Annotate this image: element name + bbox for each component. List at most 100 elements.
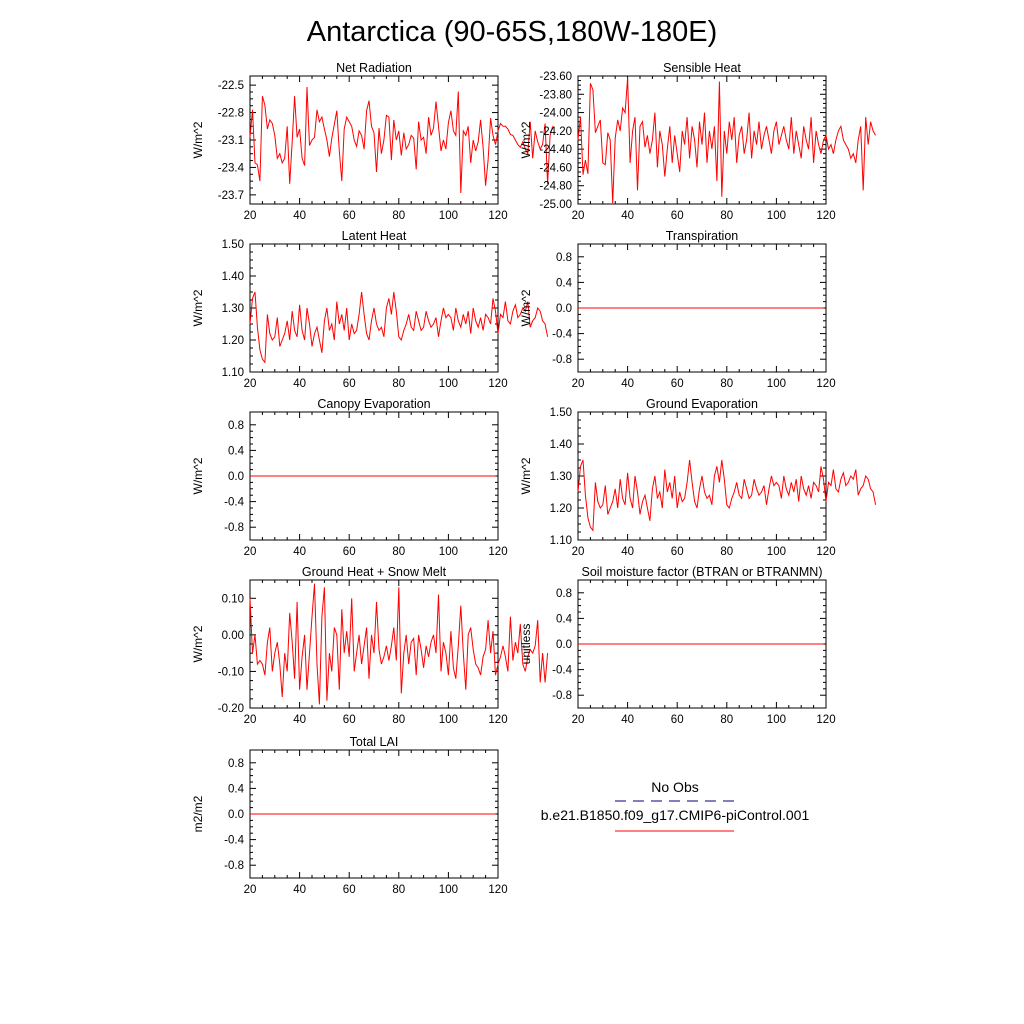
x-tick-label: 100: [439, 210, 458, 222]
x-tick-label: 100: [439, 714, 458, 726]
y-axis-label: W/m^2: [519, 457, 533, 494]
panel-title: Transpiration: [666, 229, 739, 243]
x-tick-label: 60: [343, 714, 356, 726]
x-tick-label: 80: [392, 714, 405, 726]
y-axis-label: W/m^2: [519, 121, 533, 158]
x-tick-label: 40: [293, 378, 306, 390]
x-tick-label: 40: [293, 210, 306, 222]
x-tick-label: 80: [720, 546, 733, 558]
panel-ground-heat-snow-melt: Ground Heat + Snow Melt 20 40 60 80 100 120 0.1…: [191, 565, 549, 726]
x-tick-label: 40: [293, 714, 306, 726]
y-tick-label: 0.10: [222, 593, 244, 605]
y-tick-label: -0.8: [224, 860, 244, 872]
x-tick-label: 20: [572, 546, 585, 558]
y-tick-label: -24.20: [539, 126, 572, 138]
y-tick-label: -0.10: [218, 666, 244, 678]
series-line: [577, 77, 877, 204]
y-tick-label: -22.8: [218, 108, 244, 120]
y-tick-label: -23.80: [539, 89, 572, 101]
y-axis-label: W/m^2: [191, 625, 205, 662]
panel-latent-heat: Latent Heat 20 40 60 80 100 120 1.10 1.20 1.30 1.4…: [191, 229, 549, 390]
x-tick-label: 60: [671, 714, 684, 726]
x-tick-label: 120: [816, 378, 835, 390]
y-tick-label: -0.8: [552, 690, 572, 702]
x-tick-label: 100: [767, 378, 786, 390]
panel-title: Latent Heat: [342, 229, 407, 243]
series-line: [249, 86, 554, 194]
x-tick-label: 60: [671, 210, 684, 222]
y-tick-label: 0.8: [556, 252, 572, 264]
x-tick-label: 60: [671, 546, 684, 558]
y-tick-label: -0.20: [218, 703, 244, 715]
y-tick-label: 0.8: [556, 588, 572, 600]
x-tick-label: 120: [816, 546, 835, 558]
y-tick-label: 0.4: [556, 613, 573, 625]
panel-title: Sensible Heat: [663, 61, 741, 75]
x-tick-label: 100: [767, 546, 786, 558]
legend: No Obs b.e21.B1850.f09_g17.CMIP6-piContr…: [541, 779, 809, 832]
x-tick-label: 20: [572, 210, 585, 222]
x-tick-label: 100: [767, 210, 786, 222]
y-tick-label: 1.10: [222, 367, 244, 379]
panel-transpiration: Transpiration 20 40 60 80 100 120 0.8 0.4 0.0 -0.4…: [519, 229, 836, 390]
y-tick-label: -0.8: [552, 354, 572, 366]
x-tick-label: 80: [720, 714, 733, 726]
y-tick-label: 0.8: [228, 420, 244, 432]
panel-net-radiation: Net Radiation 20 40 60 80 100 120 -22.5 -22.8 -23…: [191, 61, 554, 222]
y-axis-label: m2/m2: [191, 795, 205, 832]
y-tick-label: -0.4: [552, 329, 572, 341]
y-tick-label: 0.4: [556, 277, 573, 289]
panel-canopy-evaporation: Canopy Evaporation 20 40 60 80 100 120 0.8 0.4 0.…: [191, 397, 508, 558]
x-tick-label: 120: [488, 714, 507, 726]
y-tick-label: -0.4: [552, 665, 572, 677]
x-tick-label: 60: [343, 546, 356, 558]
y-tick-label: -22.5: [218, 80, 244, 92]
x-tick-label: 100: [439, 546, 458, 558]
x-tick-label: 40: [621, 378, 634, 390]
y-tick-label: -23.1: [218, 135, 244, 147]
x-tick-label: 120: [488, 378, 507, 390]
y-tick-label: 0.00: [222, 630, 244, 642]
x-tick-label: 20: [572, 714, 585, 726]
panel-total-lai: Total LAI 20 40 60 80 100 120 0.8 0.4 0.0 -0.4 -0.8…: [191, 735, 508, 896]
x-tick-label: 80: [392, 546, 405, 558]
y-tick-label: 1.40: [222, 271, 244, 283]
x-tick-label: 40: [293, 884, 306, 896]
y-tick-label: -24.80: [539, 181, 572, 193]
y-tick-label: 0.0: [556, 639, 572, 651]
series-line: [249, 583, 549, 705]
y-tick-label: 0.4: [228, 445, 245, 457]
x-tick-label: 20: [244, 378, 257, 390]
panel-title: Soil moisture factor (BTRAN or BTRANMN): [581, 565, 822, 579]
x-tick-label: 100: [439, 884, 458, 896]
x-tick-label: 60: [343, 378, 356, 390]
y-tick-label: 1.30: [550, 471, 572, 483]
x-tick-label: 40: [293, 546, 306, 558]
x-tick-label: 120: [816, 714, 835, 726]
x-tick-label: 60: [671, 378, 684, 390]
y-tick-label: -0.4: [224, 497, 244, 509]
y-tick-label: 1.50: [222, 239, 244, 251]
y-tick-label: -0.4: [224, 835, 244, 847]
panel-title: Net Radiation: [336, 61, 412, 75]
y-tick-label: 1.30: [222, 303, 244, 315]
x-tick-label: 20: [244, 884, 257, 896]
x-tick-label: 20: [244, 210, 257, 222]
panel-title: Canopy Evaporation: [317, 397, 430, 411]
x-tick-label: 120: [488, 884, 507, 896]
x-tick-label: 100: [767, 714, 786, 726]
x-tick-label: 120: [488, 210, 507, 222]
x-tick-label: 80: [392, 210, 405, 222]
panel-sensible-heat: Sensible Heat 20 40 60 80 100 120 -23.60 -23.80 -…: [519, 61, 877, 222]
panels: Net Radiation 20 40 60 80 100 120 -22.5 -22.8 -23…: [191, 61, 877, 896]
x-tick-label: 60: [343, 210, 356, 222]
x-tick-label: 20: [244, 714, 257, 726]
y-tick-label: -23.4: [218, 162, 245, 174]
figure-title: Antarctica (90-65S,180W-180E): [307, 16, 718, 48]
x-tick-label: 80: [392, 378, 405, 390]
y-tick-label: 0.4: [228, 783, 245, 795]
y-tick-label: 1.20: [222, 335, 244, 347]
x-tick-label: 80: [720, 378, 733, 390]
panel-title: Total LAI: [350, 735, 399, 749]
x-tick-label: 40: [621, 714, 634, 726]
